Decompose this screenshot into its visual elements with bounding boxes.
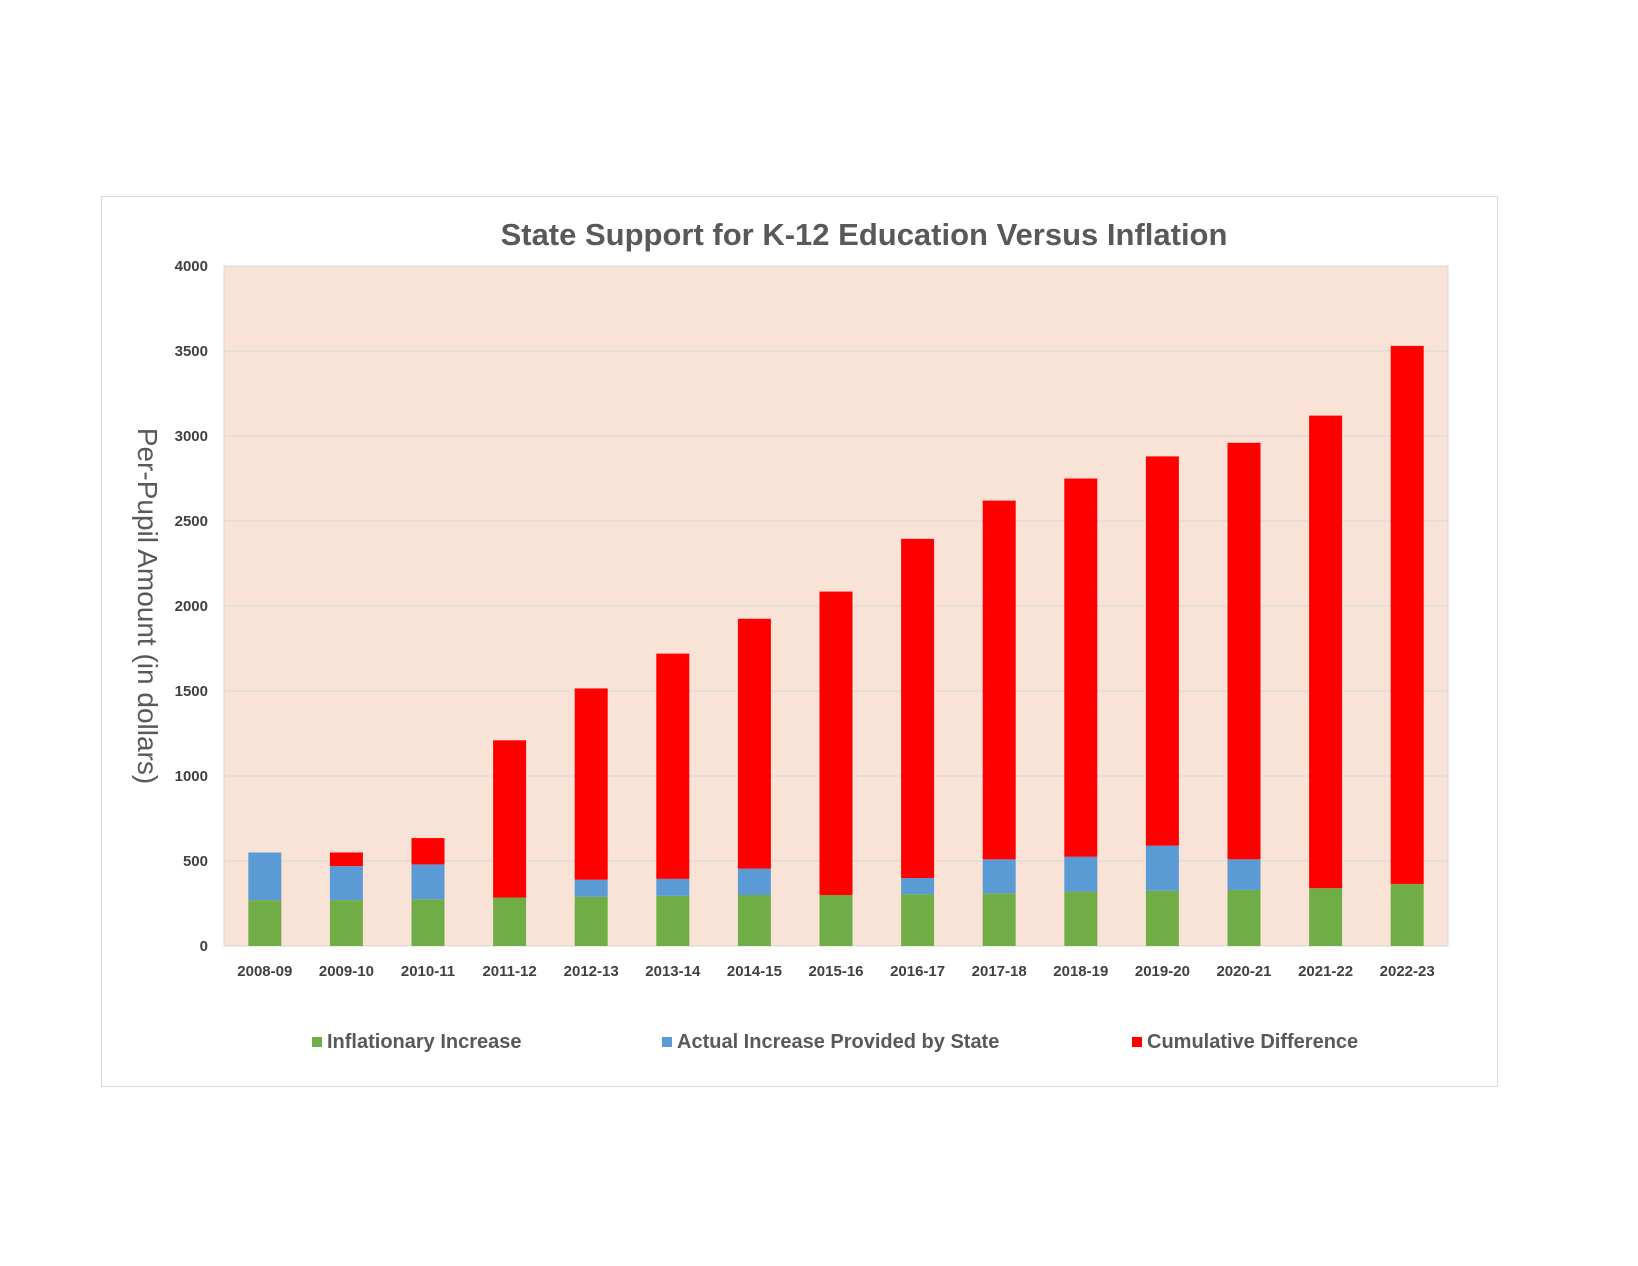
bar-segment xyxy=(329,852,363,867)
y-tick-label: 2500 xyxy=(175,513,208,530)
x-tick-label: 2015-16 xyxy=(808,963,863,980)
y-axis-label: Per-Pupil Amount (in dollars) xyxy=(132,428,163,784)
bar-segment xyxy=(1227,859,1261,890)
bar-segment xyxy=(248,900,282,946)
bars xyxy=(248,345,1424,946)
bar-segment xyxy=(411,899,445,946)
bar-segment xyxy=(737,895,771,946)
legend-label: Actual Increase Provided by State xyxy=(677,1031,999,1053)
legend-swatch xyxy=(312,1037,322,1047)
y-tick-label: 1000 xyxy=(175,768,208,785)
y-tick-label: 0 xyxy=(200,938,208,955)
x-axis-ticks: 2008-09 2009-10 2010-11 2011-12 2012-13 2013-… xyxy=(237,963,1434,980)
chart-title: State Support for K-12 Education Versus … xyxy=(501,217,1228,252)
legend-item: Actual Increase Provided by State xyxy=(662,1031,999,1053)
x-tick-label: 2018-19 xyxy=(1053,963,1108,980)
bar-segment xyxy=(1227,442,1261,860)
y-tick-label: 1500 xyxy=(175,683,208,700)
x-tick-label: 2019-20 xyxy=(1135,963,1190,980)
bar-segment xyxy=(1227,889,1261,946)
legend-swatch xyxy=(662,1037,672,1047)
x-tick-label: 2016-17 xyxy=(890,963,945,980)
bar-segment xyxy=(1309,888,1343,946)
x-tick-label: 2008-09 xyxy=(237,963,292,980)
bar-segment xyxy=(901,894,935,946)
bar-segment xyxy=(1145,456,1179,846)
bar-segment xyxy=(1145,845,1179,891)
bar-segment xyxy=(901,538,935,878)
y-tick-label: 500 xyxy=(183,853,208,870)
bar-segment xyxy=(1064,856,1098,892)
bar-segment xyxy=(656,653,690,879)
bar-segment xyxy=(737,868,771,895)
x-tick-label: 2022-23 xyxy=(1380,963,1435,980)
bar-segment xyxy=(411,838,445,865)
x-tick-label: 2012-13 xyxy=(564,963,619,980)
x-tick-label: 2013-14 xyxy=(645,963,701,980)
bar-segment xyxy=(819,895,853,946)
bar-segment xyxy=(819,591,853,895)
legend-item: Cumulative Difference xyxy=(1132,1031,1358,1053)
bar-segment xyxy=(329,900,363,946)
x-tick-label: 2017-18 xyxy=(972,963,1027,980)
bar-segment xyxy=(656,895,690,946)
bar-segment xyxy=(1145,890,1179,946)
y-tick-label: 3500 xyxy=(175,343,208,360)
bar-segment xyxy=(901,878,935,895)
bar-segment xyxy=(329,866,363,901)
x-tick-label: 2020-21 xyxy=(1216,963,1271,980)
x-tick-label: 2011-12 xyxy=(482,963,536,980)
bar-segment xyxy=(982,500,1016,860)
bar-segment xyxy=(493,897,527,946)
x-tick-label: 2010-11 xyxy=(401,963,455,980)
bar-segment xyxy=(411,864,445,900)
y-axis-ticks: 0 500 1000 1500 2000 2500 3000 3500 4000 xyxy=(175,258,208,955)
legend-swatch xyxy=(1132,1037,1142,1047)
bar-segment xyxy=(574,688,608,880)
bar-segment xyxy=(1390,345,1424,884)
bar-segment xyxy=(1064,891,1098,946)
bar-segment xyxy=(493,740,527,898)
bar-segment xyxy=(982,859,1016,894)
legend: Inflationary Increase Actual Increase Pro… xyxy=(312,1031,1358,1053)
chart: State Support for K-12 Education Versus … xyxy=(132,217,1449,1053)
bar-segment xyxy=(574,879,608,897)
legend-label: Inflationary Increase xyxy=(327,1031,522,1053)
legend-label: Cumulative Difference xyxy=(1147,1031,1358,1053)
x-tick-label: 2021-22 xyxy=(1298,963,1353,980)
x-tick-label: 2009-10 xyxy=(319,963,374,980)
bar-segment xyxy=(1064,478,1098,857)
bar-segment xyxy=(1390,883,1424,946)
bar-segment xyxy=(737,618,771,869)
x-tick-label: 2014-15 xyxy=(727,963,782,980)
bar-segment xyxy=(656,878,690,896)
bar-segment xyxy=(248,852,282,901)
bar-segment xyxy=(1309,415,1343,889)
bar-segment xyxy=(574,896,608,946)
y-tick-label: 3000 xyxy=(175,428,208,445)
chart-frame: State Support for K-12 Education Versus … xyxy=(101,196,1498,1087)
y-tick-label: 4000 xyxy=(175,258,208,275)
y-tick-label: 2000 xyxy=(175,598,208,615)
bar-segment xyxy=(982,893,1016,946)
legend-item: Inflationary Increase xyxy=(312,1031,522,1053)
